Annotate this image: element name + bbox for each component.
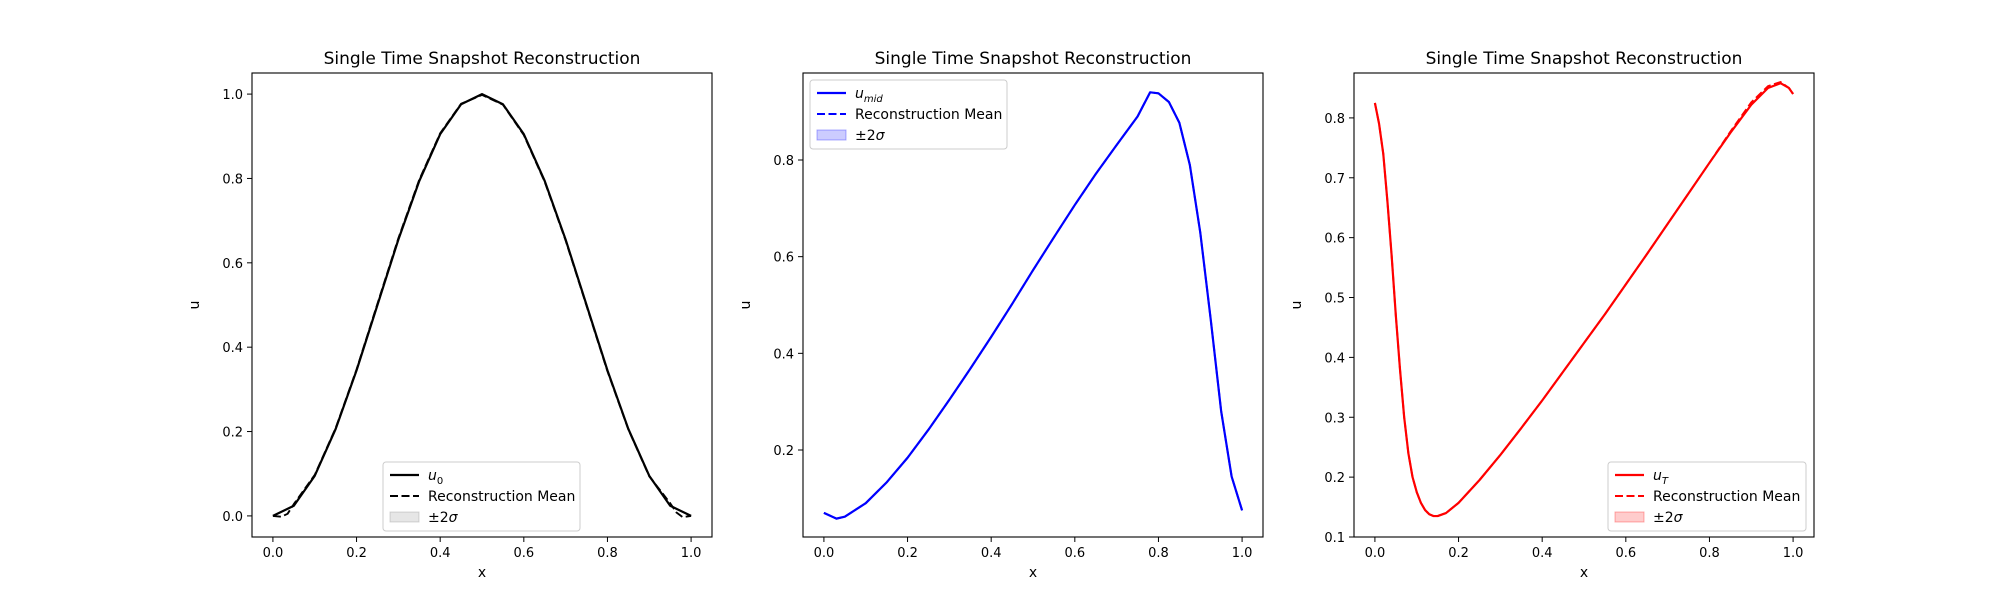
legend-label-true: uT (1653, 468, 1669, 487)
y-tick-label: 0.6 (773, 251, 794, 266)
plot-frame (802, 72, 1264, 538)
y-axis-label: u (1289, 301, 1305, 310)
legend-label-mean: Reconstruction Mean (1653, 489, 1800, 505)
chart-title: Single Time Snapshot Reconstruction (875, 49, 1192, 69)
y-tick-label: 0.3 (1324, 411, 1345, 426)
series-line-u-0 (272, 92, 692, 517)
y-tick-label: 0.7 (1324, 172, 1345, 187)
legend: u0 Reconstruction Mean ±2σ (382, 461, 581, 532)
y-tick-label: 0.2 (773, 444, 794, 459)
chart-panel-3: Single Time Snapshot Reconstruction 0.0 0.… (1289, 49, 1815, 581)
legend-label-true: umid (855, 86, 883, 105)
legend-swatch-band (1614, 511, 1645, 523)
x-tick-label: 1.0 (1783, 546, 1804, 561)
y-tick-label: 0.4 (222, 341, 243, 356)
x-tick-label: 1.0 (681, 546, 702, 561)
x-tick-label: 0.2 (1448, 546, 1469, 561)
y-tick-label: 0.8 (773, 154, 794, 169)
y-tick-label: 0.4 (1324, 351, 1345, 366)
y-tick-label: 0.8 (222, 172, 243, 187)
series-line-reconstruction-mean (272, 93, 692, 519)
y-tick-label: 0.4 (773, 347, 794, 362)
x-tick-label: 0.4 (430, 546, 451, 561)
x-tick-label: 0.8 (1148, 546, 1169, 561)
legend-label-true: u0 (428, 468, 443, 487)
plot-frame (1353, 72, 1815, 538)
x-tick-label: 0.6 (1615, 546, 1636, 561)
series-line-reconstruction-mean (823, 91, 1243, 520)
legend: umid Reconstruction Mean ±2σ (809, 79, 1008, 150)
y-tick-label: 0.8 (1324, 112, 1345, 127)
y-axis-label: u (738, 301, 754, 310)
x-tick-label: 0.6 (1064, 546, 1085, 561)
y-tick-label: 0.0 (222, 510, 243, 525)
chart-panel-2: Single Time Snapshot Reconstruction 0.0 0.… (738, 49, 1264, 581)
y-tick-label: 0.1 (1324, 531, 1345, 546)
x-tick-label: 0.2 (897, 546, 918, 561)
legend-label-mean: Reconstruction Mean (855, 107, 1002, 123)
y-axis-label: u (187, 301, 203, 310)
x-tick-label: 1.0 (1232, 546, 1253, 561)
y-tick-label: 0.6 (1324, 232, 1345, 247)
legend: uT Reconstruction Mean ±2σ (1607, 461, 1807, 532)
plot-frame (251, 72, 713, 538)
legend-label-band: ±2σ (855, 128, 886, 144)
series-line-reconstruction-mean (1373, 81, 1794, 517)
x-tick-label: 0.2 (346, 546, 367, 561)
y-tick-label: 0.5 (1324, 292, 1345, 307)
x-tick-label: 0.6 (513, 546, 534, 561)
y-tick-label: 0.6 (222, 257, 243, 272)
chart-panel-1: Single Time Snapshot Reconstruction 0.0 0.… (187, 49, 713, 581)
y-tick-label: 1.0 (222, 88, 243, 103)
x-tick-label: 0.0 (1365, 546, 1386, 561)
x-axis-label: x (1580, 565, 1588, 581)
chart-title: Single Time Snapshot Reconstruction (1426, 49, 1743, 69)
legend-swatch-band (389, 511, 420, 523)
legend-label-band: ±2σ (428, 510, 459, 526)
x-tick-label: 0.0 (263, 546, 284, 561)
x-tick-label: 0.4 (1532, 546, 1553, 561)
x-tick-label: 0.4 (981, 546, 1002, 561)
x-tick-label: 0.0 (814, 546, 835, 561)
x-axis-label: x (478, 565, 486, 581)
y-tick-label: 0.2 (1324, 471, 1345, 486)
series-line-u-mid (823, 91, 1244, 520)
legend-label-mean: Reconstruction Mean (428, 489, 575, 505)
x-axis-label: x (1029, 565, 1037, 581)
legend-swatch-band (816, 129, 847, 141)
chart-title: Single Time Snapshot Reconstruction (324, 49, 641, 69)
legend-label-band: ±2σ (1653, 510, 1684, 526)
series-line-u-t (1373, 82, 1794, 518)
x-tick-label: 0.8 (1699, 546, 1720, 561)
y-tick-label: 0.2 (222, 426, 243, 441)
x-tick-label: 0.8 (597, 546, 618, 561)
